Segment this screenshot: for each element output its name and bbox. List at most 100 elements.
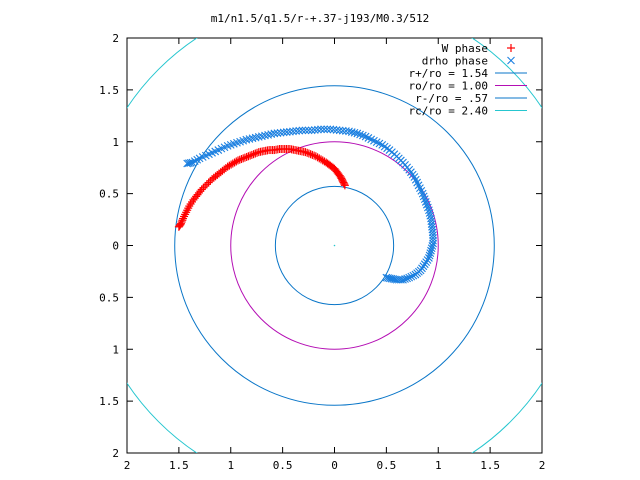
data-point [307,126,316,135]
data-point [244,152,253,161]
data-point [422,200,431,209]
data-point [429,239,437,248]
data-point [425,251,434,260]
circle-curve [274,185,395,306]
data-point [279,128,288,137]
axis-ticks: 2 1.5 1 0.5 0 0.5 1 1.5 221.510.500.511.52 [99,32,545,472]
data-point [304,126,313,135]
data-point [295,126,304,135]
data-point [356,130,364,139]
data-point [270,129,279,138]
data-point [183,159,192,168]
x-tick-label: 2 [539,459,546,472]
y-tick-label: 0.5 [99,188,119,201]
x-tick-label: 1 [227,459,234,472]
data-point [425,254,433,262]
data-point [273,129,282,137]
data-point [358,131,367,140]
y-tick-label: 2 [112,447,119,460]
data-point [313,153,322,162]
data-point [254,133,263,141]
data-point [304,149,313,158]
data-point [301,126,310,135]
data-point [185,159,193,168]
data-point [345,127,353,136]
origin-marker [333,244,336,247]
data-point [407,272,416,281]
data-point [342,127,350,135]
legend-label: r+/ro = 1.54 [409,67,489,80]
data-point [507,44,515,52]
data-point [276,128,285,137]
data-point [249,150,258,159]
data-point [401,275,409,283]
data-point [235,155,244,164]
data-point [426,249,435,257]
data-point [507,56,515,65]
y-tick-label: 2 [112,32,119,45]
data-point [242,152,251,161]
data-point [429,236,437,245]
circle-curve [174,85,495,406]
legend-label: W phase [442,42,488,55]
x-tick-label: 2 [124,459,131,472]
data-point [421,198,430,206]
data-point [201,182,210,191]
data-series [174,125,437,284]
data-point [314,125,322,134]
data-point [206,176,215,185]
x-tick-label: 1.5 [480,459,500,472]
data-point [193,155,202,164]
data-point [251,149,260,158]
data-point [405,273,414,282]
x-tick-label: 1.5 [169,459,189,472]
data-point [202,180,211,189]
data-point [257,132,266,141]
data-point [361,132,370,141]
reference-circles [127,38,542,453]
series-x [183,125,437,284]
data-point [338,126,347,135]
data-point [399,275,407,284]
data-point [267,130,276,139]
circle-curve [230,141,439,350]
data-point [285,127,294,136]
data-point [427,246,435,255]
data-point [427,244,436,253]
legend-label: r-/ro = .57 [415,92,488,105]
y-tick-label: 0 [112,240,119,253]
data-point [306,150,315,159]
circle-curve [127,38,542,453]
data-point [175,221,184,230]
data-point [264,130,272,139]
data-point [204,178,213,187]
x-tick-label: 0.5 [273,459,293,472]
data-point [254,148,263,157]
data-point [195,154,204,163]
data-point [261,131,269,140]
data-point [308,150,317,159]
data-point [245,135,254,143]
x-tick-label: 0.5 [376,459,396,472]
data-point [332,126,341,134]
data-point [174,222,183,231]
data-point [317,125,325,134]
data-point [425,206,433,215]
data-point [237,155,246,164]
y-tick-label: 1 [112,343,119,356]
data-point [246,151,255,160]
data-point [403,274,412,283]
data-point [247,150,256,159]
data-point [248,134,257,143]
data-point [425,209,434,217]
data-point [323,125,332,134]
data-point [326,125,335,134]
y-tick-label: 1 [112,136,119,149]
y-tick-label: 1.5 [99,84,119,97]
legend-label: drho phase [422,55,488,68]
x-tick-label: 0 [331,459,338,472]
data-point [320,125,329,134]
legend-label: rc/ro = 2.40 [409,105,488,118]
data-point [310,126,319,134]
